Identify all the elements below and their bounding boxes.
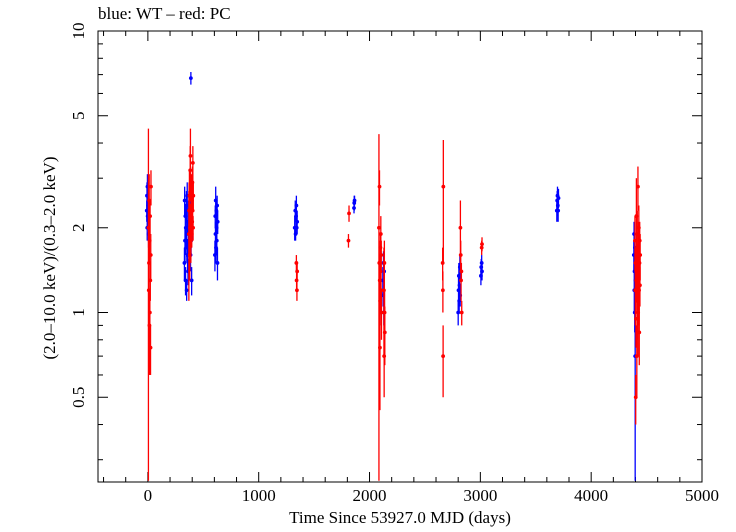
data-point (191, 193, 196, 198)
x-tick-label: 4000 (574, 486, 608, 505)
data-point (377, 225, 381, 230)
data-point (382, 330, 387, 335)
data-point (636, 184, 640, 189)
data-point (295, 288, 299, 293)
data-point (379, 253, 384, 257)
data-point (148, 214, 152, 219)
data-point (441, 184, 446, 189)
data-point (459, 310, 464, 315)
data-point (215, 219, 220, 224)
data-point (379, 310, 384, 315)
series-wt (144, 72, 638, 481)
data-point (190, 208, 195, 213)
data-point (637, 330, 642, 335)
chart-title: blue: WT – red: PC (98, 4, 231, 23)
axes: 0 1000 2000 3000 4000 5000 0.5 1 2 5 10 (69, 23, 719, 506)
x-tick-label: 1000 (242, 486, 276, 505)
plot-frame (97, 30, 703, 483)
data-point (440, 288, 445, 293)
y-tick-label: 0.5 (69, 387, 88, 408)
data-point (149, 184, 153, 189)
data-marks (144, 72, 643, 481)
data-point (382, 354, 387, 359)
data-point (215, 261, 220, 265)
y-tick-label: 2 (69, 224, 88, 233)
data-point (188, 154, 193, 158)
data-point (441, 354, 446, 359)
data-point (556, 208, 561, 213)
x-axis-label: Time Since 53927.0 MJD (days) (289, 508, 511, 527)
data-point (294, 203, 299, 208)
data-point (458, 225, 463, 230)
data-point (295, 219, 300, 224)
data-point (214, 238, 219, 243)
data-point (188, 76, 193, 81)
data-point (378, 345, 382, 350)
data-point (191, 225, 195, 230)
data-point (182, 198, 187, 203)
data-point (295, 269, 300, 274)
data-point (215, 203, 220, 208)
x-tick-label: 5000 (685, 486, 719, 505)
data-point (382, 261, 387, 265)
data-point (184, 288, 189, 293)
data-point (378, 232, 383, 236)
y-tick-label: 5 (69, 111, 88, 120)
data-point (147, 310, 152, 315)
data-point (638, 283, 642, 288)
x-tick-label: 0 (144, 486, 153, 505)
data-point (377, 184, 382, 189)
data-point (459, 269, 464, 274)
data-point (346, 238, 351, 243)
data-point (480, 269, 484, 274)
data-point (556, 196, 561, 200)
x-tick-label: 3000 (463, 486, 497, 505)
data-point (189, 278, 194, 283)
data-point (347, 211, 351, 216)
data-point (182, 261, 187, 265)
data-point (638, 253, 643, 257)
data-point (352, 198, 357, 203)
y-tick-label: 1 (69, 308, 88, 317)
data-point (440, 261, 445, 265)
data-point (458, 253, 463, 257)
data-point (190, 160, 195, 165)
y-tick-label: 10 (69, 23, 88, 40)
series-pc (146, 128, 643, 481)
data-point (148, 253, 153, 257)
data-point (480, 242, 484, 246)
x-tick-label: 2000 (353, 486, 387, 505)
data-point (148, 345, 153, 350)
